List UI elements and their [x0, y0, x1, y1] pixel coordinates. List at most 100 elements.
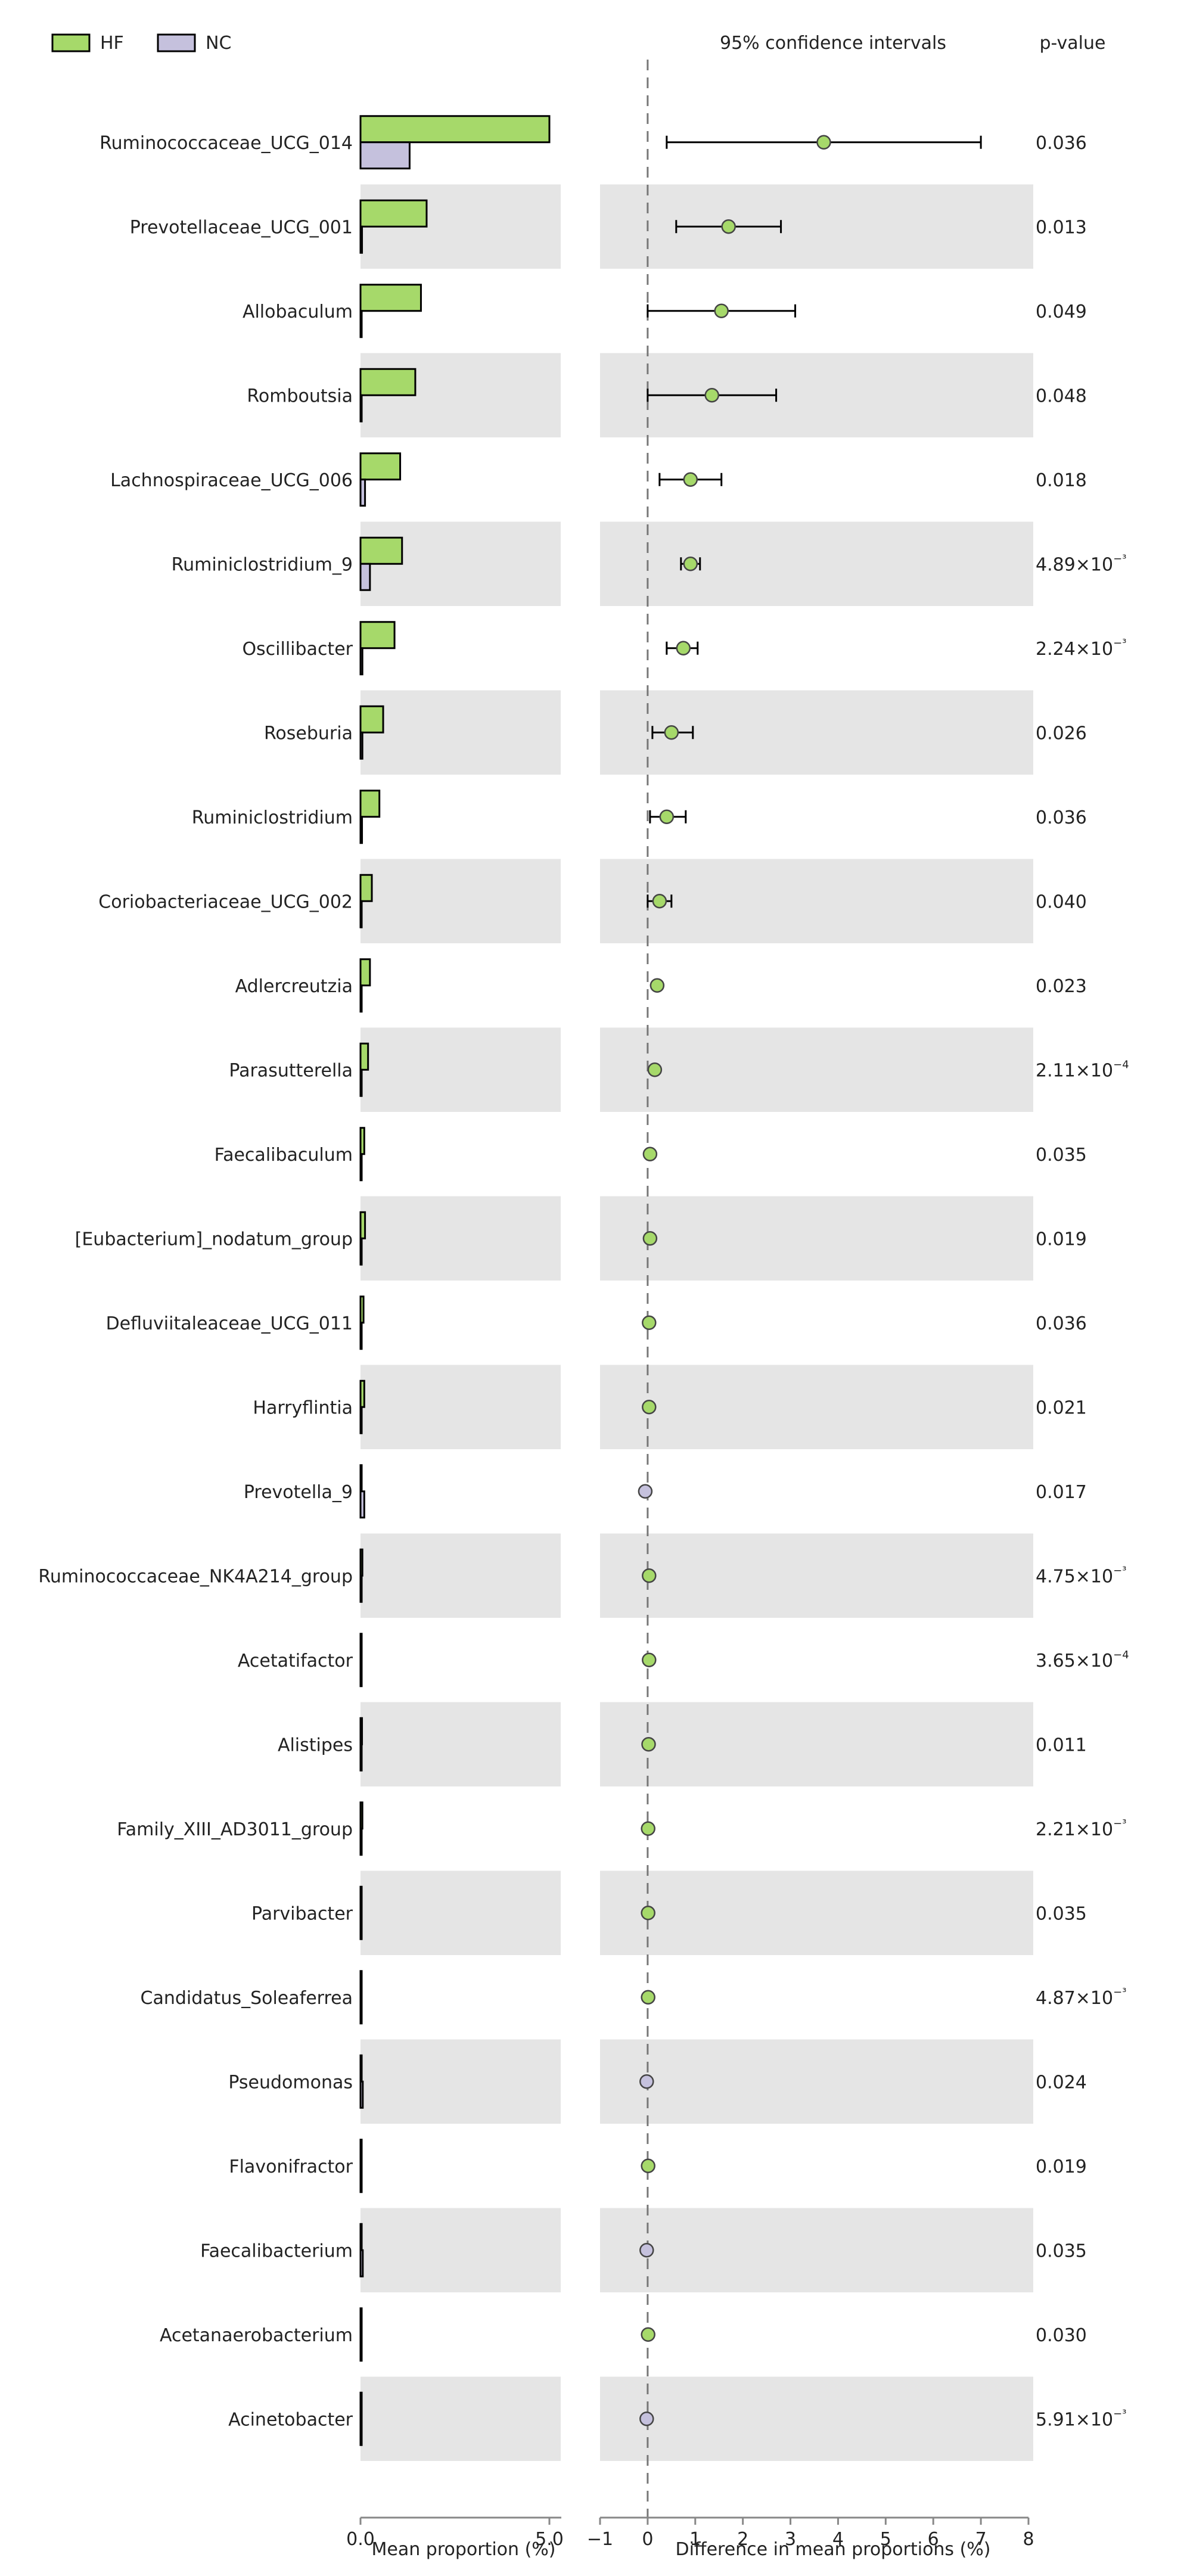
difference-point: [659, 809, 675, 824]
p-value-label: 0.013: [1036, 217, 1087, 238]
bar-nc: [359, 1068, 363, 1097]
difference-point: [642, 1146, 658, 1161]
category-label: Ruminococcaceae_NK4A214_group: [38, 1566, 353, 1587]
difference-point: [714, 303, 729, 318]
table-row: Prevotellaceae_UCG_001 0.013: [130, 199, 1087, 254]
right-axis-tick-label: 7: [975, 2529, 987, 2550]
p-value-label: 2.24×10−³: [1036, 637, 1126, 660]
difference-point: [721, 219, 736, 234]
bar-hf: [359, 1885, 363, 1914]
bar-nc: [359, 1743, 363, 1772]
bar-nc: [359, 647, 363, 676]
left-axis-tick-label: 0.0: [346, 2529, 375, 2550]
row-band-right: [600, 521, 1033, 606]
category-label: Faecalibacterium: [200, 2241, 353, 2261]
row-band-left: [361, 1870, 561, 1955]
right-axis-tick-label: 0: [642, 2529, 653, 2550]
right-axis-tick-label: 3: [785, 2529, 796, 2550]
p-value-label: 4.87×10−³: [1036, 1986, 1126, 2009]
table-row: Pseudomonas 0.024: [228, 2054, 1087, 2109]
legend-label-hf: HF: [100, 33, 124, 54]
p-value-label: 4.89×10−³: [1036, 552, 1126, 575]
category-label: Parvibacter: [251, 1903, 353, 1924]
row-band-right: [600, 184, 1033, 269]
bar-hf: [359, 368, 417, 396]
p-value-label: 5.91×10−³: [1036, 2407, 1126, 2430]
table-row: Lachnospiraceae_UCG_006 0.018: [110, 452, 1087, 507]
bar-hf: [359, 1295, 365, 1324]
table-row: Faecalibaculum 0.035: [215, 1127, 1087, 1182]
bar-hf: [359, 1717, 363, 1745]
row-bands: [361, 184, 1033, 2461]
left-axis-tick-label: 5.0: [535, 2529, 564, 2550]
p-value-exponent: −³: [1113, 2407, 1126, 2420]
bar-nc: [359, 1996, 363, 2025]
p-value-label: 0.035: [1036, 2241, 1087, 2261]
p-value-label: 4.75×10−³: [1036, 1564, 1126, 1587]
category-label: Alistipes: [278, 1735, 353, 1755]
difference-point: [676, 641, 691, 655]
bar-nc: [359, 478, 366, 507]
p-value-label: 0.018: [1036, 470, 1087, 491]
p-value-exponent: −³: [1113, 1564, 1126, 1577]
bar-hf: [359, 958, 371, 987]
bar-hf: [359, 2391, 363, 2420]
bar-hf: [359, 2139, 363, 2167]
row-band-left: [361, 1533, 561, 1618]
p-value-label: 0.023: [1036, 976, 1087, 997]
p-value-title: p-value: [1039, 33, 1105, 54]
bar-hf: [359, 115, 551, 144]
bar-hf: [359, 1801, 363, 1830]
bar-nc: [359, 731, 363, 760]
p-value-label: 0.026: [1036, 723, 1087, 744]
bar-hf: [359, 874, 373, 902]
bar-hf: [359, 2054, 363, 2083]
right-axis-tick-label: 1: [689, 2529, 701, 2550]
left-x-axis-label: Mean proportion (%): [372, 2539, 556, 2560]
table-row: Coriobacteriaceae_UCG_002 0.040: [98, 874, 1087, 928]
right-axis-tick-label: 4: [832, 2529, 844, 2550]
row-band-left: [361, 859, 561, 943]
table-row: Roseburia 0.026: [264, 705, 1087, 760]
table-row: Parvibacter 0.035: [251, 1885, 1087, 1940]
ci-title: 95% confidence intervals: [720, 33, 946, 54]
bar-hf: [359, 2223, 363, 2251]
p-value-label: 0.048: [1036, 386, 1087, 406]
bar-hf: [359, 536, 403, 565]
bar-nc: [359, 2080, 364, 2109]
row-band-right: [600, 1027, 1033, 1112]
category-label: Family_XIII_AD3011_group: [117, 1819, 353, 1840]
bar-hf: [359, 452, 402, 481]
category-label: Ruminiclostridium: [192, 807, 353, 828]
table-row: Faecalibacterium 0.035: [200, 2223, 1087, 2277]
difference-point: [683, 472, 698, 487]
right-x-axis-label: Difference in mean proportions (%): [675, 2539, 990, 2560]
row-band-right: [600, 2208, 1033, 2292]
left-x-axis: 0.0 5.0: [346, 2516, 564, 2550]
category-label: Roseburia: [264, 723, 353, 744]
difference-point: [641, 2327, 655, 2342]
bar-nc: [359, 2417, 363, 2446]
p-value-label: 0.011: [1036, 1735, 1087, 1755]
table-row: Family_XIII_AD3011_group 2.21×10−³: [117, 1801, 1126, 1856]
table-row: Ruminococcaceae_UCG_014 0.036: [100, 115, 1087, 170]
row-band-left: [361, 1027, 561, 1112]
difference-point: [650, 978, 665, 993]
table-row: Defluviitaleaceae_UCG_011 0.036: [106, 1295, 1087, 1350]
bar-nc: [359, 1574, 363, 1603]
bar-nc: [359, 816, 363, 844]
category-label: Faecalibaculum: [215, 1145, 353, 1166]
legend-swatch-nc: [157, 33, 196, 52]
p-value-label: 0.040: [1036, 891, 1087, 912]
p-value-label: 2.21×10−³: [1036, 1817, 1126, 1840]
difference-point: [642, 1568, 657, 1583]
data-rows: Ruminococcaceae_UCG_014 0.036 Prevotellace…: [38, 115, 1129, 2446]
bar-hf: [359, 621, 396, 650]
row-band-right: [600, 1870, 1033, 1955]
category-label: Defluviitaleaceae_UCG_011: [106, 1313, 353, 1334]
row-band-right: [600, 1365, 1033, 1449]
difference-point: [641, 2158, 655, 2173]
row-band-right: [600, 1702, 1033, 1786]
table-row: Parasutterella 2.11×10−4: [229, 1042, 1129, 1097]
